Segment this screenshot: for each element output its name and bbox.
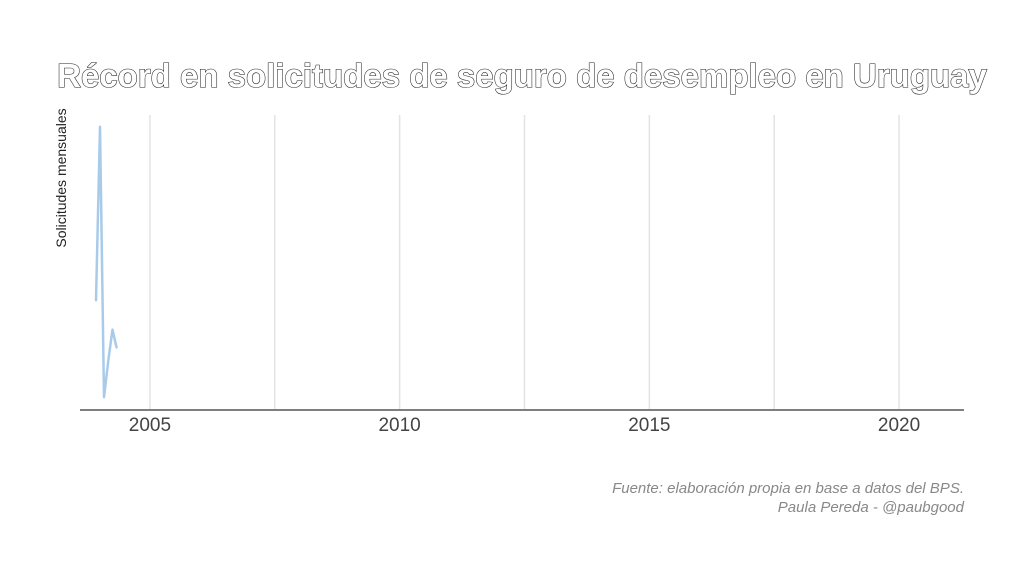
x-tick-label: 2015 xyxy=(628,415,670,436)
grid-lines xyxy=(149,115,900,409)
x-tick-labels: 2005 2010 2015 2020 xyxy=(129,415,920,436)
x-tick-label: 2010 xyxy=(378,415,420,436)
y-axis-label: Solicitudes mensuales xyxy=(53,108,69,247)
series-layer xyxy=(94,125,118,399)
chart-title: Récord en solicitudes de seguro de desem… xyxy=(57,57,987,94)
x-tick-label: 2005 xyxy=(129,415,171,436)
caption-author: Paula Pereda - @paubgood xyxy=(778,499,965,516)
x-tick-label: 2020 xyxy=(878,415,920,436)
caption-source: Fuente: elaboración propia en base a dat… xyxy=(612,480,964,497)
series-line xyxy=(94,125,118,399)
